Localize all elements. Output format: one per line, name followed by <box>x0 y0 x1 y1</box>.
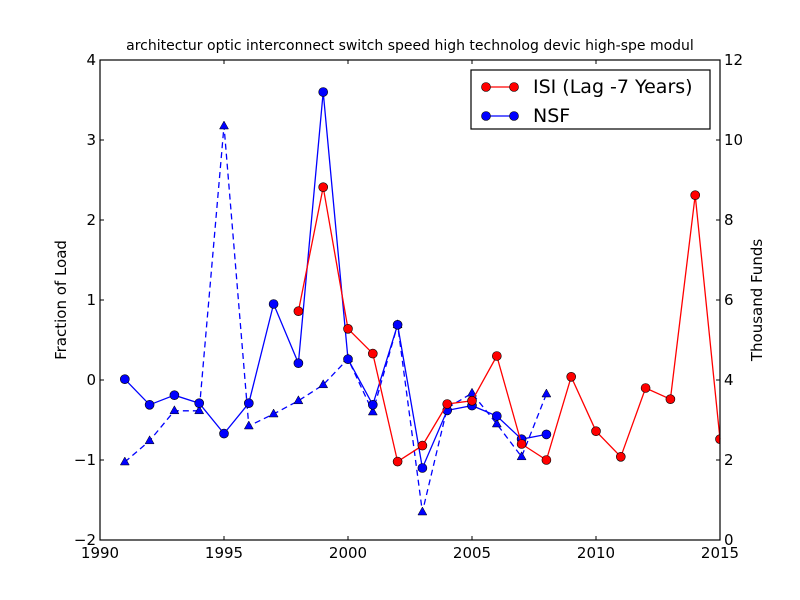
point-isi-lag-7-years-2000 <box>343 323 353 334</box>
legend: ISI (Lag -7 Years) NSF <box>470 69 711 130</box>
point-isi-lag-7-years-2004 <box>442 399 453 409</box>
y-right-tick-label: 8 <box>724 211 734 229</box>
point-isi-lag-7-years-2005 <box>467 395 477 406</box>
point-isi-lag-7-years-2012 <box>640 383 651 393</box>
x-tick-label: 2010 <box>577 544 615 562</box>
legend-marker-nsf <box>509 111 519 121</box>
y-right-tick-label: 2 <box>724 451 734 469</box>
legend-marker-isi <box>509 82 519 92</box>
point-nsf-1993 <box>169 390 180 401</box>
x-tick-label: 1990 <box>81 544 119 562</box>
point-isi-lag-7-years-2015 <box>715 434 720 444</box>
point-nsf-1991 <box>120 374 130 385</box>
legend-label-nsf: NSF <box>533 105 570 127</box>
point-nsf-funds-1994 <box>194 405 205 415</box>
y-tick-label: −2 <box>74 531 96 549</box>
point-nsf-2008 <box>541 429 552 440</box>
y-right-tick-label: 6 <box>724 291 734 309</box>
y-right-tick-label: 10 <box>724 131 743 149</box>
y-tick-label: 3 <box>86 131 96 149</box>
point-isi-lag-7-years-2011 <box>615 451 626 462</box>
y-right-tick-label: 12 <box>724 51 743 69</box>
point-isi-lag-7-years-2008 <box>541 455 552 465</box>
y-right-tick-label: 4 <box>724 371 734 389</box>
point-nsf-funds-1997 <box>268 408 279 418</box>
point-nsf-funds-2003 <box>417 506 428 516</box>
point-nsf-2006 <box>491 411 502 421</box>
x-tick-label: 2005 <box>453 544 491 562</box>
point-isi-lag-7-years-1999 <box>318 182 329 192</box>
legend-entry-isi: ISI (Lag -7 Years) <box>481 76 693 98</box>
point-nsf-funds-1999 <box>318 379 329 389</box>
point-nsf-funds-1993 <box>169 405 180 415</box>
series-nsf <box>120 87 552 473</box>
series-line-nsf-funds <box>124 125 548 513</box>
point-nsf-1996 <box>244 398 254 409</box>
point-nsf-1994 <box>194 398 204 409</box>
point-isi-lag-7-years-2009 <box>566 371 577 382</box>
legend-marker-nsf <box>481 111 491 121</box>
y-axis-label: Fraction of Load <box>52 240 70 360</box>
legend-label-isi: ISI (Lag -7 Years) <box>533 76 693 98</box>
point-nsf-1992 <box>144 399 155 410</box>
point-nsf-1999 <box>318 87 329 97</box>
point-nsf-2000 <box>343 354 353 365</box>
y-right-tick-label: 0 <box>724 531 734 549</box>
point-isi-lag-7-years-2010 <box>591 426 601 437</box>
point-nsf-funds-1996 <box>243 420 254 430</box>
y-tick-label: 1 <box>86 291 96 309</box>
point-isi-lag-7-years-2002 <box>392 456 403 467</box>
point-nsf-funds-1998 <box>293 395 304 405</box>
point-nsf-1998 <box>293 358 304 369</box>
y-tick-label: 2 <box>86 211 96 229</box>
point-nsf-funds-2008 <box>541 388 552 398</box>
y-tick-label: 4 <box>86 51 96 69</box>
point-isi-lag-7-years-2007 <box>516 439 527 449</box>
point-isi-lag-7-years-2003 <box>417 440 428 451</box>
point-isi-lag-7-years-2014 <box>690 190 701 200</box>
point-nsf-2003 <box>417 463 428 473</box>
point-nsf-1995 <box>219 428 229 439</box>
point-isi-lag-7-years-2001 <box>367 348 378 359</box>
legend-marker-isi <box>481 82 491 92</box>
point-isi-lag-7-years-2013 <box>665 394 676 405</box>
point-nsf-funds-1995 <box>219 120 229 130</box>
point-nsf-1997 <box>268 299 279 309</box>
plot-frame <box>99 59 721 541</box>
x-tick-label: 2000 <box>329 544 367 562</box>
series-layer <box>119 87 721 516</box>
legend-entry-nsf: NSF <box>481 105 570 127</box>
point-nsf-funds-2001 <box>367 406 378 416</box>
y-axis-right-label: Thousand Funds <box>748 239 766 362</box>
point-nsf-funds-2007 <box>516 451 527 461</box>
point-nsf-funds-1992 <box>144 435 155 445</box>
point-nsf-2001 <box>367 399 378 410</box>
point-isi-lag-7-years-2006 <box>491 351 502 361</box>
y-tick-label: −1 <box>74 451 96 469</box>
x-tick-label: 1995 <box>205 544 243 562</box>
point-isi-lag-7-years-1998 <box>293 306 304 317</box>
series-isi-lag-7-years <box>293 182 721 467</box>
point-nsf-2002 <box>392 319 403 330</box>
point-nsf-funds-2006 <box>491 418 502 428</box>
y-tick-label: 0 <box>86 371 96 389</box>
axis-ticks: 1990 1995 2000 2005 2010 2015−2−1012340246810… <box>74 51 743 562</box>
point-nsf-funds-1991 <box>119 456 130 466</box>
chart-title: architectur optic interconnect switch sp… <box>126 38 694 54</box>
x-tick-label: 2015 <box>701 544 739 562</box>
